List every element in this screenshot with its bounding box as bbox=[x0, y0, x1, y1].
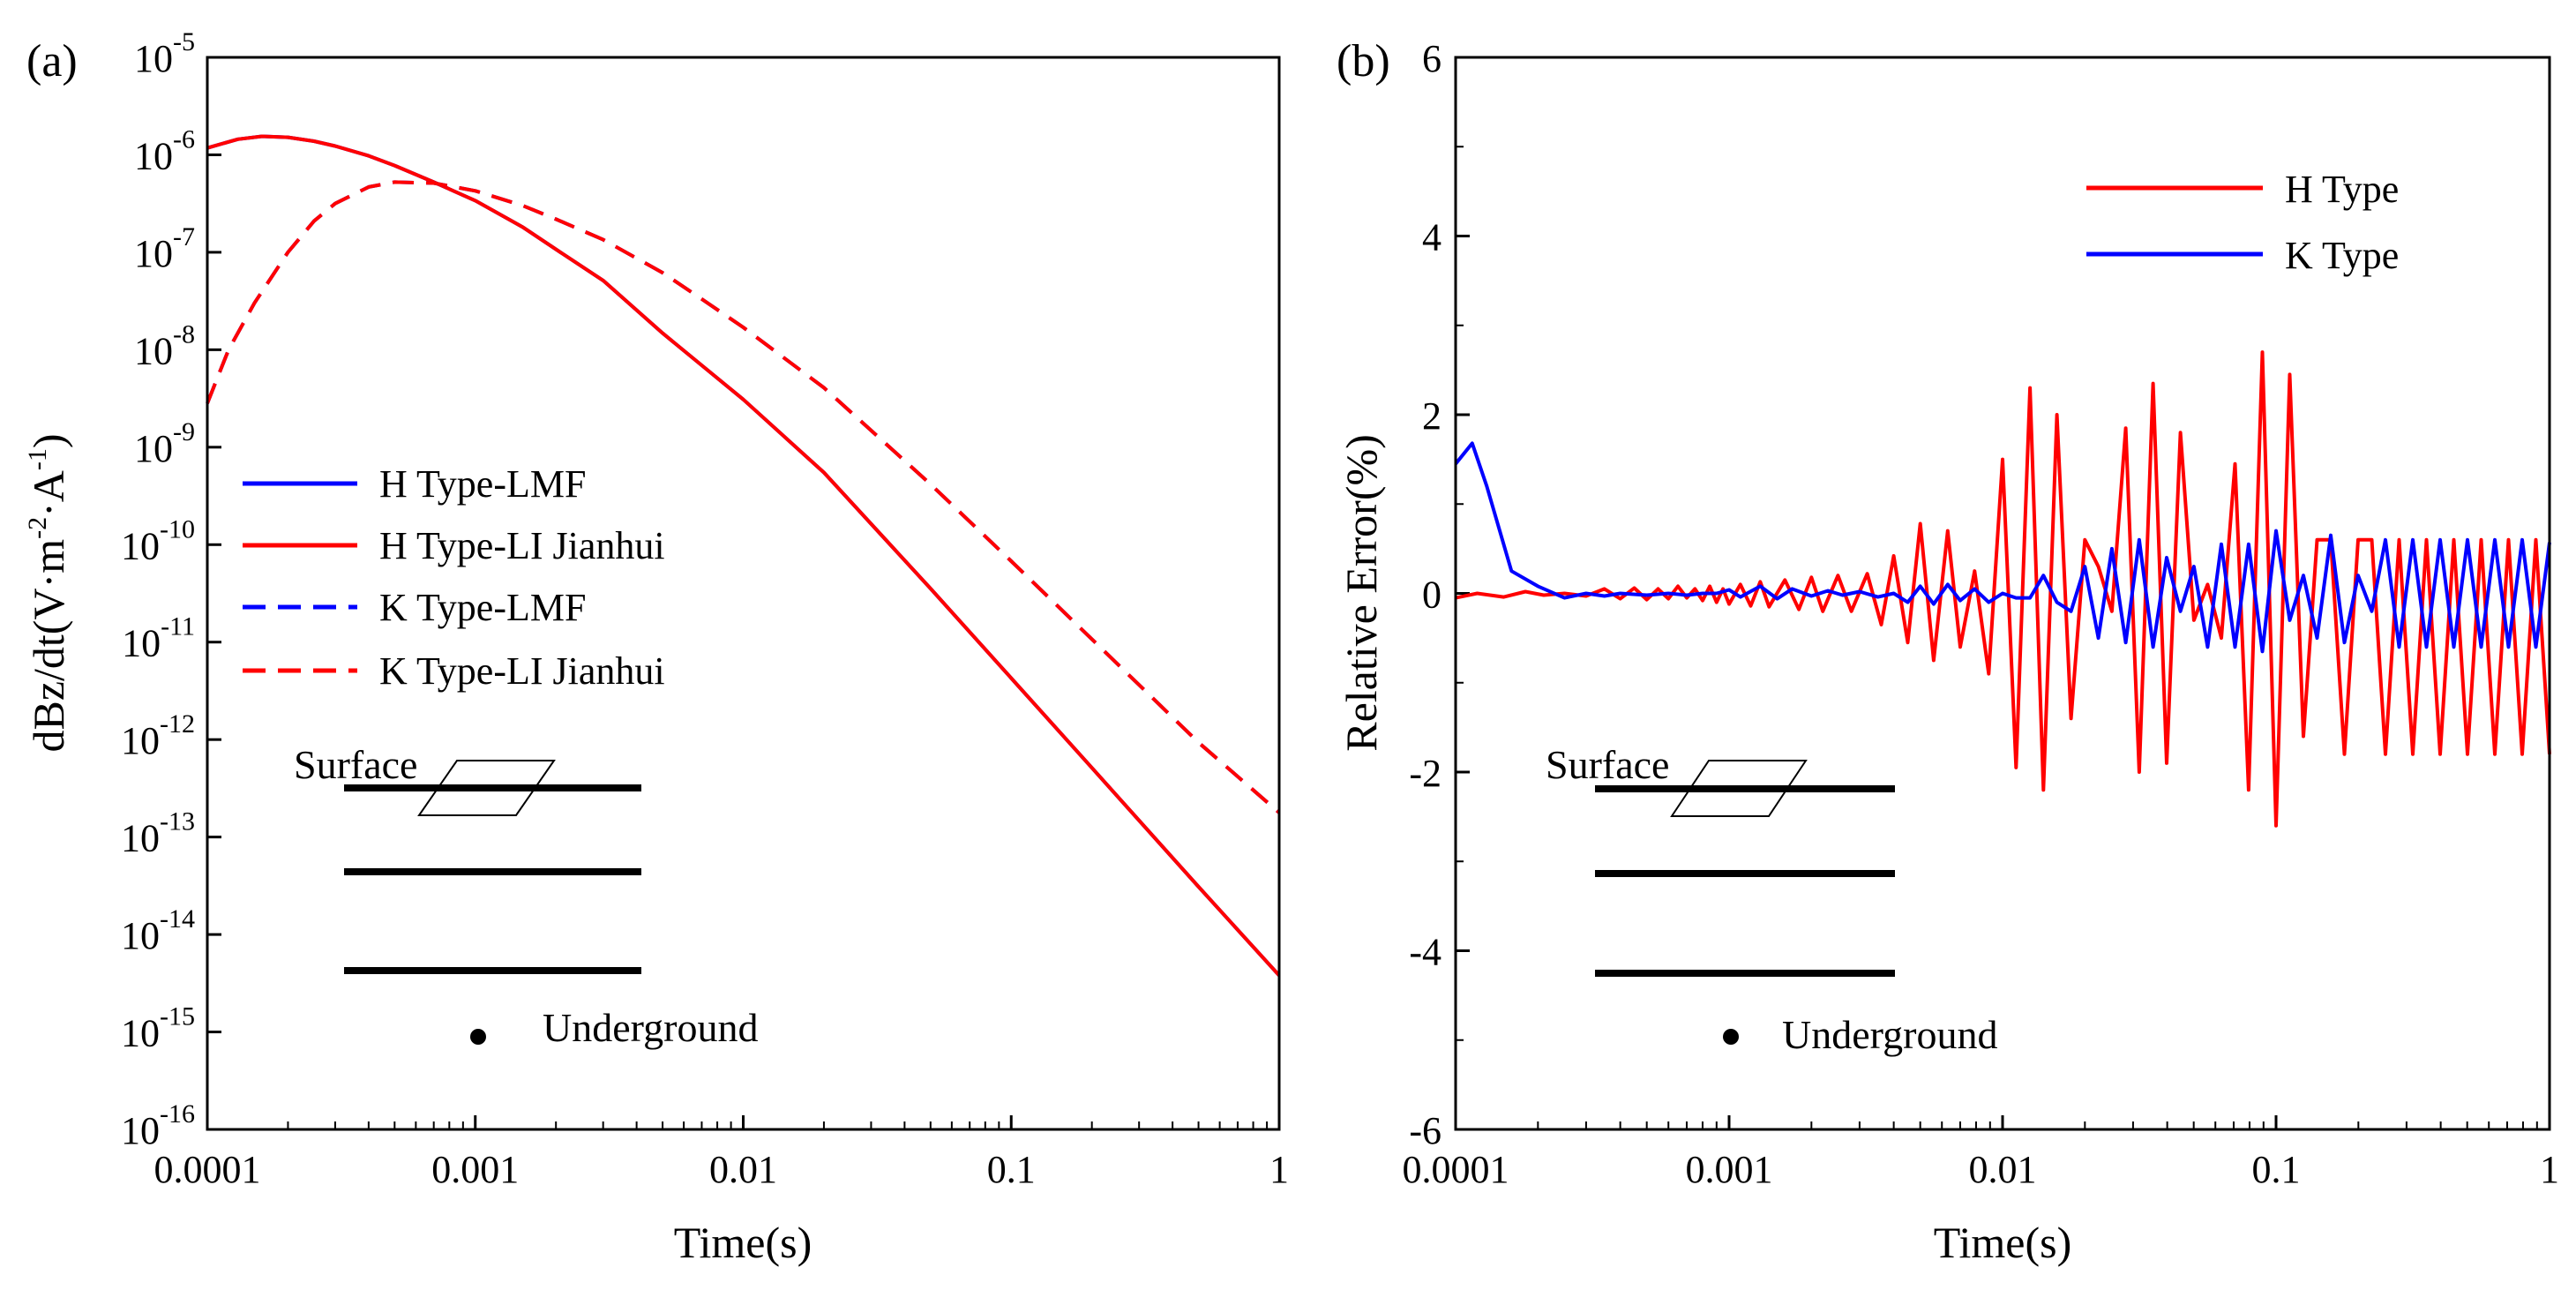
series-line-h-type bbox=[1455, 350, 2551, 828]
panel-b-ticks: 0.0001 0.001 0.01 0.1 1 -6 -4 -2 0 2 4 6 bbox=[1403, 37, 2560, 1191]
panel-b: (b) 0.0001 0.001 0.01 0.1 1 -6 -4 -2 0 2 4 6 Time(s… bbox=[1337, 36, 2559, 1267]
a-x-tick-label: 0.01 bbox=[709, 1148, 777, 1191]
legend-label-h-lmf: H Type-LMF bbox=[379, 462, 586, 506]
a-x-tick-label: 0.1 bbox=[987, 1148, 1036, 1191]
panel-a-ylabel: dBz/dt(V·m-2·A-1) bbox=[23, 433, 73, 752]
panel-b-series bbox=[1454, 350, 2551, 828]
panel-b-frame bbox=[1454, 56, 2551, 1131]
panel-a-series bbox=[206, 134, 1281, 977]
legend-item-h-lmf: H Type-LMF bbox=[243, 462, 586, 506]
panel-a-ylabel-part3: ) bbox=[24, 433, 73, 448]
panel-b-layer-diagram: Surface Underground bbox=[1546, 742, 1997, 1057]
b-y-tick-label: 2 bbox=[1422, 394, 1442, 438]
panel-a-ticks: 0.0001 0.001 0.01 0.1 1 10-16 10-15 10-14 10-13 1… bbox=[121, 27, 1289, 1191]
b-y-tick-label: 6 bbox=[1422, 37, 1442, 80]
legend-item-k-lmf: K Type-LMF bbox=[243, 586, 586, 629]
series-line-k-type-li-jianhui bbox=[206, 180, 1281, 814]
a-y-tick-label: 10-7 bbox=[134, 222, 195, 275]
a-y-tick-label: 10-14 bbox=[121, 904, 195, 957]
b-x-tick-label: 0.1 bbox=[2252, 1148, 2301, 1191]
b-y-tick-label: 4 bbox=[1422, 216, 1442, 259]
panel-a-frame bbox=[206, 56, 1281, 1131]
legend-label-k-lmf: K Type-LMF bbox=[379, 586, 586, 629]
a-x-tick-label: 0.001 bbox=[431, 1148, 519, 1191]
a-x-tick-label: 1 bbox=[1269, 1148, 1289, 1191]
panel-a-surface-label: Surface bbox=[294, 742, 417, 787]
b-x-tick-label: 1 bbox=[2540, 1148, 2559, 1191]
panel-a-legend: H Type-LMF H Type-LI Jianhui K Type-LMF … bbox=[243, 462, 665, 693]
b-x-tick-label: 0.01 bbox=[1969, 1148, 2037, 1191]
panel-a-ylabel-sup2: -1 bbox=[23, 448, 52, 470]
series-line-k-type-lmf bbox=[206, 180, 1281, 814]
panel-a-underground-label: Underground bbox=[543, 1005, 758, 1050]
b-y-tick-label: -2 bbox=[1409, 752, 1442, 795]
panel-a-label: (a) bbox=[26, 36, 78, 86]
b-x-tick-label: 0.001 bbox=[1686, 1148, 1773, 1191]
a-x-tick-label: 0.0001 bbox=[154, 1148, 261, 1191]
panel-a-ylabel-part1: dBz/dt(V·m bbox=[24, 539, 73, 753]
panel-a-ylabel-part2: ·A bbox=[24, 470, 73, 517]
panel-a-xlabel: Time(s) bbox=[674, 1218, 812, 1267]
legend-label-h-li: H Type-LI Jianhui bbox=[379, 524, 665, 567]
b-y-tick-label: -4 bbox=[1409, 931, 1442, 974]
panel-a-layer-diagram: Surface Underground bbox=[294, 742, 758, 1050]
b-y-tick-label: -6 bbox=[1409, 1109, 1442, 1152]
legend-label-k-li: K Type-LI Jianhui bbox=[379, 649, 665, 693]
a-y-tick-label: 10-13 bbox=[121, 807, 195, 860]
series-line-h-type-lmf bbox=[206, 134, 1281, 977]
panel-b-surface-label: Surface bbox=[1546, 742, 1669, 787]
panel-a: (a) 0.0001 0.001 0.01 0.1 1 10-16 10-15 10-14 10… bbox=[23, 27, 1289, 1267]
a-y-tick-label: 10-10 bbox=[121, 514, 195, 567]
a-y-tick-label: 10-8 bbox=[134, 319, 195, 372]
panel-b-receiver-point bbox=[1723, 1029, 1739, 1045]
panel-a-ylabel-sup1: -2 bbox=[23, 517, 52, 539]
series-line-h-type-li-jianhui bbox=[206, 134, 1281, 977]
panel-a-loop-source bbox=[417, 760, 556, 816]
legend-item-k-type: K Type bbox=[2086, 234, 2399, 277]
a-y-tick-label: 10-11 bbox=[122, 612, 195, 665]
legend-item-h-type: H Type bbox=[2086, 168, 2399, 211]
b-y-tick-label: 0 bbox=[1422, 574, 1442, 617]
panel-b-label: (b) bbox=[1337, 36, 1390, 86]
a-y-tick-label: 10-5 bbox=[134, 27, 195, 80]
panel-b-legend: H Type K Type bbox=[2086, 168, 2399, 277]
panel-b-ylabel: Relative Error(%) bbox=[1337, 434, 1386, 752]
panel-b-xlabel: Time(s) bbox=[1934, 1218, 2072, 1267]
legend-item-h-li: H Type-LI Jianhui bbox=[243, 524, 665, 567]
a-y-tick-label: 10-12 bbox=[121, 709, 195, 762]
panel-b-loop-source bbox=[1670, 760, 1808, 817]
legend-label-k-type: K Type bbox=[2285, 234, 2399, 277]
a-y-tick-label: 10-16 bbox=[121, 1099, 195, 1152]
series-line-k-type bbox=[1454, 441, 2551, 654]
a-y-tick-label: 10-6 bbox=[134, 124, 195, 177]
b-x-tick-label: 0.0001 bbox=[1403, 1148, 1509, 1191]
legend-item-k-li: K Type-LI Jianhui bbox=[243, 649, 665, 693]
panel-a-receiver-point bbox=[470, 1029, 486, 1045]
a-y-tick-label: 10-15 bbox=[121, 1002, 195, 1055]
panel-b-underground-label: Underground bbox=[1782, 1012, 1997, 1057]
legend-label-h-type: H Type bbox=[2285, 168, 2399, 211]
a-y-tick-label: 10-9 bbox=[134, 417, 195, 470]
